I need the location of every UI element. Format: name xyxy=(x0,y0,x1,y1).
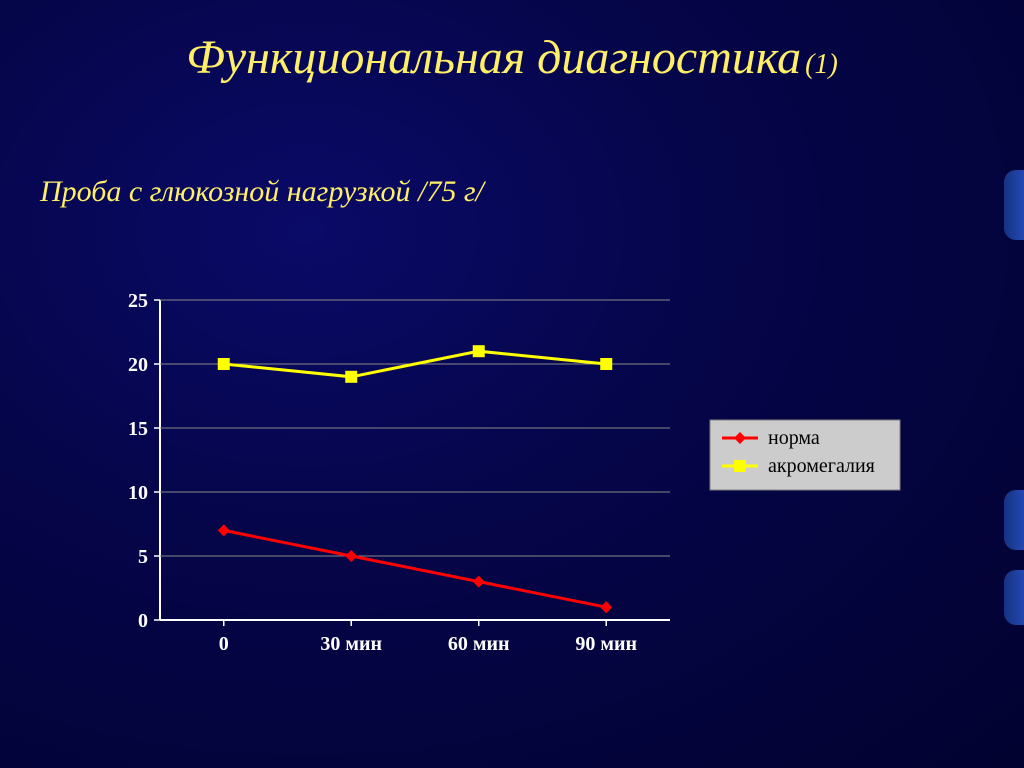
bg-deco xyxy=(1004,170,1024,240)
title-main: Функциональная диагностика xyxy=(186,31,801,84)
slide-subtitle: Проба с глюкозной нагрузкой /75 г/ xyxy=(40,175,484,209)
svg-text:25: 25 xyxy=(128,290,148,312)
line-chart: 0 5 10 15 20 25 0 30 мин 60 мин 90 мин норма акроме… xyxy=(70,290,920,680)
svg-text:акромегалия: акромегалия xyxy=(768,455,875,477)
svg-text:90 мин: 90 мин xyxy=(575,633,637,655)
svg-text:норма: норма xyxy=(768,427,820,449)
svg-text:60 мин: 60 мин xyxy=(448,633,510,655)
bg-deco xyxy=(1004,570,1024,625)
svg-text:20: 20 xyxy=(128,354,148,376)
chart-container: 0 5 10 15 20 25 0 30 мин 60 мин 90 мин норма акроме… xyxy=(70,290,920,685)
svg-text:15: 15 xyxy=(128,418,148,440)
svg-text:0: 0 xyxy=(219,633,229,655)
svg-text:5: 5 xyxy=(138,546,148,568)
title-suffix: (1) xyxy=(805,49,838,80)
slide: Функциональная диагностика (1) Проба с г… xyxy=(0,0,1024,768)
svg-text:0: 0 xyxy=(138,610,148,632)
bg-deco xyxy=(1004,490,1024,550)
svg-text:10: 10 xyxy=(128,482,148,504)
slide-title: Функциональная диагностика (1) xyxy=(0,30,1024,85)
svg-text:30 мин: 30 мин xyxy=(320,633,382,655)
